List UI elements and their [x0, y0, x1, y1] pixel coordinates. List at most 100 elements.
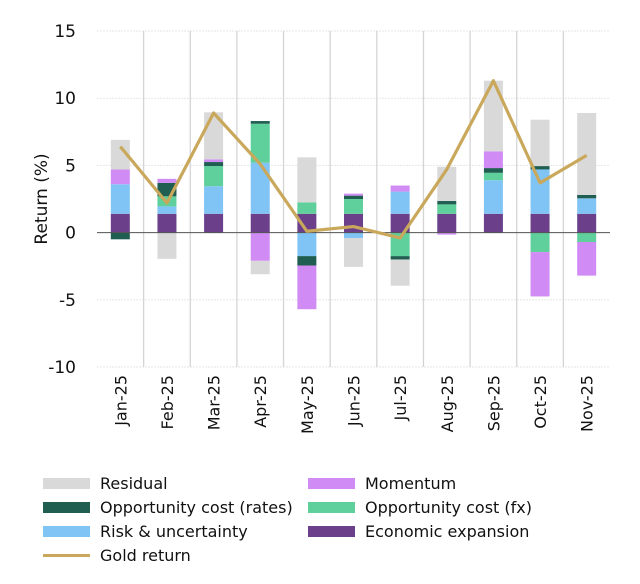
bar-segment-residual	[110, 139, 130, 170]
bar-segment-opportunity-cost-fx-	[530, 232, 550, 253]
x-tick-label: Aug-25	[438, 375, 457, 432]
legend-label: Risk & uncertainty	[100, 522, 248, 541]
legend-label: Residual	[100, 474, 168, 493]
bar-segment-economic-expansion	[390, 213, 410, 233]
x-tick-labels: Jan-25 Feb-25 Mar-25 Apr-25 May-25 Jun-25 Jul-…	[111, 375, 596, 434]
x-tick-label: Sep-25	[484, 375, 503, 431]
bar-segment-opportunity-cost-rates-	[530, 166, 550, 170]
legend-label: Economic expansion	[365, 522, 530, 541]
bar-segment-opportunity-cost-rates-	[483, 168, 503, 173]
legend-item-economic-expansion: Economic expansion	[308, 522, 529, 541]
y-axis-label: Return (%)	[32, 153, 52, 244]
y-tick-label: -5	[59, 291, 76, 311]
bar-segment-residual	[297, 157, 317, 203]
bar-segment-residual	[483, 80, 503, 152]
y-tick-labels: 15 10 5 0 -5 -10	[48, 22, 76, 378]
y-tick-label: 15	[54, 22, 76, 42]
legend-swatch	[43, 554, 90, 557]
bar-segment-momentum	[250, 232, 270, 261]
legend-label: Gold return	[100, 546, 191, 565]
bar-segment-opportunity-cost-fx-	[344, 199, 363, 214]
x-tick-label: Jun-25	[345, 375, 364, 427]
bar-segment-risk-uncertainty	[250, 162, 270, 214]
bar-segment-residual	[157, 232, 177, 259]
bar-segment-economic-expansion	[483, 213, 503, 233]
bar-segment-economic-expansion	[530, 213, 550, 233]
bar-segment-momentum	[483, 151, 503, 169]
x-tick-label: Nov-25	[578, 375, 597, 432]
bar-segment-momentum	[577, 242, 597, 276]
legend: Residual Momentum Opportunity cost (rate…	[43, 474, 623, 574]
bar-segment-risk-uncertainty	[483, 180, 503, 214]
bar-segment-economic-expansion	[577, 213, 597, 233]
y-tick-label: 10	[54, 89, 76, 109]
bar-segment-opportunity-cost-rates-	[110, 232, 130, 240]
bar-segment-opportunity-cost-rates-	[204, 162, 224, 167]
bar-segment-momentum	[297, 265, 317, 310]
x-tick-label: Oct-25	[531, 375, 550, 429]
legend-swatch	[43, 478, 90, 489]
bar-segment-residual	[390, 259, 410, 286]
bar-segment-economic-expansion	[250, 213, 270, 233]
bar-segment-opportunity-cost-rates-	[250, 121, 270, 124]
legend-item-risk-uncertainty: Risk & uncertainty	[43, 522, 248, 541]
bar-segment-opportunity-cost-fx-	[437, 204, 457, 214]
bar-segment-momentum	[390, 185, 410, 192]
x-tick-label: Mar-25	[205, 375, 224, 430]
bar-segment-residual	[530, 119, 550, 167]
bar-segment-residual	[344, 237, 363, 267]
x-tick-label: May-25	[298, 375, 317, 434]
bar-segment-economic-expansion	[157, 213, 177, 233]
legend-swatch	[308, 478, 355, 489]
bar-segment-momentum	[110, 169, 130, 185]
x-tick-label: Apr-25	[251, 375, 270, 428]
bar-segment-momentum	[530, 252, 550, 297]
bar-segment-economic-expansion	[297, 213, 317, 233]
bar-segment-momentum	[157, 178, 177, 183]
x-tick-label: Jul-25	[391, 375, 410, 421]
legend-label: Opportunity cost (rates)	[100, 498, 293, 517]
bar-segment-economic-expansion	[110, 213, 130, 233]
legend-item-momentum: Momentum	[308, 474, 456, 493]
y-tick-label: 5	[65, 156, 76, 176]
bar-segment-opportunity-cost-fx-	[297, 202, 317, 214]
bar-segment-risk-uncertainty	[344, 232, 363, 238]
bar-segment-economic-expansion	[204, 213, 224, 233]
bars	[110, 80, 597, 310]
legend-swatch	[43, 526, 90, 537]
bar-segment-risk-uncertainty	[390, 191, 410, 214]
legend-swatch	[43, 502, 90, 513]
legend-label: Opportunity cost (fx)	[365, 498, 532, 517]
bar-segment-opportunity-cost-fx-	[483, 172, 503, 181]
bar-segment-opportunity-cost-fx-	[250, 123, 270, 163]
bar-segment-opportunity-cost-rates-	[390, 256, 410, 260]
bar-segment-economic-expansion	[437, 213, 457, 233]
legend-label: Momentum	[365, 474, 457, 493]
gold-return-line-group	[119, 79, 588, 240]
bar-segment-residual	[577, 112, 597, 195]
bar-segment-opportunity-cost-fx-	[390, 232, 410, 257]
legend-swatch	[308, 526, 355, 537]
bar-segment-risk-uncertainty	[110, 184, 130, 214]
gridlines	[97, 30, 610, 368]
bar-segment-risk-uncertainty	[157, 206, 177, 214]
bar-segment-risk-uncertainty	[204, 186, 224, 214]
legend-item-opportunity-cost-rates: Opportunity cost (rates)	[43, 498, 293, 517]
y-tick-label: -10	[48, 358, 76, 378]
bar-segment-risk-uncertainty	[530, 169, 550, 214]
legend-swatch	[308, 502, 355, 513]
bar-segment-opportunity-cost-rates-	[344, 195, 363, 199]
stacked-bar-chart: 15 10 5 0 -5 -10 Jan-25 Feb-25 Mar-25 Apr-25 May-…	[32, 22, 610, 434]
bar-segment-opportunity-cost-rates-	[577, 194, 597, 199]
legend-item-residual: Residual	[43, 474, 168, 493]
x-tick-label: Jan-25	[111, 375, 130, 427]
bar-segment-residual	[250, 260, 270, 275]
bar-segment-momentum	[204, 159, 224, 163]
y-tick-label: 0	[65, 224, 76, 244]
bar-segment-opportunity-cost-fx-	[577, 232, 597, 243]
bar-segment-momentum	[344, 193, 363, 196]
x-tick-label: Feb-25	[158, 375, 177, 429]
legend-item-opportunity-cost-fx: Opportunity cost (fx)	[308, 498, 532, 517]
bar-segment-opportunity-cost-rates-	[437, 201, 457, 205]
bar-segment-momentum	[437, 232, 457, 235]
